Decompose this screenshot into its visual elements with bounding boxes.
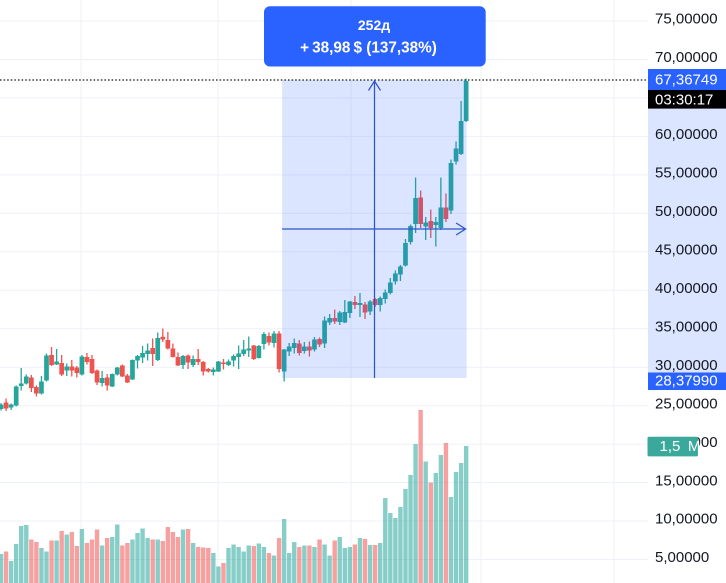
svg-text:45,00000: 45,00000 [655, 242, 718, 259]
svg-text:5,00000: 5,00000 [655, 549, 709, 566]
svg-text:1,5 M: 1,5 M [660, 438, 701, 455]
svg-text:28,37990: 28,37990 [655, 373, 718, 390]
svg-text:67,36749: 67,36749 [655, 72, 718, 89]
svg-text:+ 38,98 $ (137,38%): + 38,98 $ (137,38%) [300, 40, 437, 57]
svg-text:25,00000: 25,00000 [655, 395, 718, 412]
svg-text:252д: 252д [358, 17, 390, 33]
svg-text:55,00000: 55,00000 [655, 165, 718, 182]
svg-text:70,00000: 70,00000 [655, 49, 718, 66]
svg-text:35,00000: 35,00000 [655, 318, 718, 335]
svg-text:60,00000: 60,00000 [655, 126, 718, 143]
svg-text:40,00000: 40,00000 [655, 280, 718, 297]
svg-text:03:30:17: 03:30:17 [655, 91, 713, 108]
svg-text:75,00000: 75,00000 [655, 11, 718, 28]
svg-text:50,00000: 50,00000 [655, 203, 718, 220]
svg-text:30,00000: 30,00000 [655, 357, 718, 374]
svg-text:10,00000: 10,00000 [655, 511, 718, 528]
svg-text:15,00000: 15,00000 [655, 472, 718, 489]
